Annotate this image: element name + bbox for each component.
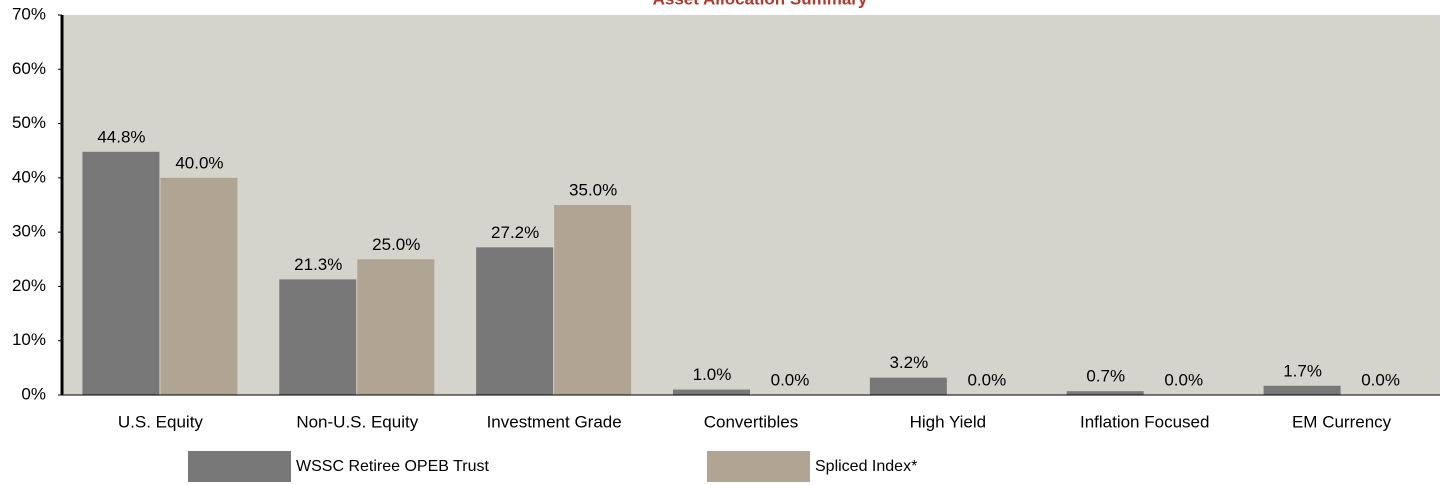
bar [1066,391,1144,395]
bar [82,151,160,395]
chart-title: Asset Allocation Summary [653,0,868,8]
value-label: 0.0% [1361,370,1400,389]
bar [869,377,947,395]
value-label: 21.3% [294,255,342,274]
x-tick-label: Convertibles [704,412,799,431]
bar [476,247,554,395]
value-label: 0.0% [967,370,1006,389]
x-tick-label: EM Currency [1292,412,1392,431]
y-tick-label: 10% [12,330,46,349]
y-tick-label: 20% [12,276,46,295]
value-label: 35.0% [569,180,617,199]
value-label: 44.8% [97,127,145,146]
bar [554,205,632,395]
y-tick-label: 60% [12,59,46,78]
legend-label: WSSC Retiree OPEB Trust [296,458,489,475]
bar [160,177,238,395]
value-label: 0.0% [771,370,810,389]
bar [1263,385,1341,395]
y-tick-label: 30% [12,222,46,241]
value-label: 1.7% [1283,361,1322,380]
x-tick-label: Investment Grade [487,412,622,431]
value-label: 27.2% [491,223,539,242]
value-label: 1.0% [693,365,732,384]
bar [357,259,435,395]
bar [673,389,750,395]
bar [279,279,357,395]
y-tick-label: 50% [12,113,46,132]
x-tick-label: Inflation Focused [1080,412,1209,431]
legend-swatch [707,451,810,482]
x-tick-label: Non-U.S. Equity [296,412,418,431]
value-label: 0.7% [1086,367,1125,386]
x-tick-label: High Yield [910,412,987,431]
legend-swatch [188,451,291,482]
legend-label: Spliced Index* [815,458,917,475]
plot-area [62,15,1440,395]
y-tick-label: 0% [21,384,46,403]
y-tick-label: 40% [12,167,46,186]
y-tick-label: 70% [12,4,46,23]
value-label: 40.0% [175,153,223,172]
value-label: 0.0% [1164,370,1203,389]
value-label: 3.2% [889,353,928,372]
value-label: 25.0% [372,235,420,254]
x-tick-label: U.S. Equity [118,412,204,431]
